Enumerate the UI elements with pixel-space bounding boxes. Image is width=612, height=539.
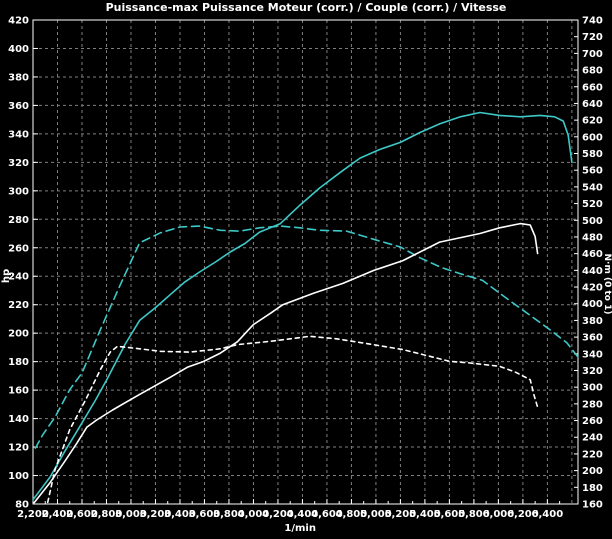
y-right-tick-label: 720	[582, 32, 603, 43]
curve-couple-corr-run2	[34, 225, 579, 449]
x-tick-label: 3,600	[189, 509, 221, 520]
gridlines	[33, 20, 578, 504]
x-tick-label: 2,600	[66, 509, 98, 520]
y-right-ticks	[574, 19, 578, 505]
x-tick-label: 4,800	[336, 509, 368, 520]
x-tick-label: 4,200	[262, 509, 294, 520]
y-left-tick-label: 300	[8, 186, 29, 197]
series-puissance-moteur-corr-run1	[33, 222, 539, 504]
y-right-tick-label: 460	[582, 249, 603, 260]
y-left-tick-label: 340	[8, 129, 29, 140]
series-couple-corr-run2	[34, 225, 579, 449]
x-tick-label: 2,200	[17, 509, 49, 520]
y-right-tick-label: 700	[582, 49, 603, 60]
y-right-tick-label: 220	[582, 449, 603, 460]
y-left-tick-label: 400	[8, 44, 29, 55]
x-tick-label: 6,200	[507, 509, 539, 520]
y-right-tick-label: 560	[582, 166, 603, 177]
y-right-tick-label: 280	[582, 399, 603, 410]
x-tick-label: 6,400	[532, 509, 564, 520]
y-right-tick-label: 260	[582, 416, 603, 427]
y-right-tick-label: 600	[582, 132, 603, 143]
x-tick-label: 5,000	[360, 509, 392, 520]
y-left-tick-label: 100	[8, 471, 29, 482]
y-left-ticks	[33, 19, 38, 505]
y-right-tick-label: 160	[582, 500, 603, 511]
plot-frame	[32, 19, 579, 505]
y-left-tick-label: 280	[8, 215, 29, 226]
y-left-tick-label: 360	[8, 101, 29, 112]
x-tick-label: 5,600	[434, 509, 466, 520]
x-tick-label: 6,000	[483, 509, 515, 520]
curve-puissance-moteur-corr-run1	[33, 222, 539, 504]
x-tick-label: 3,400	[164, 509, 196, 520]
x-tick-label: 4,400	[287, 509, 319, 520]
y-right-tick-label: 480	[582, 232, 603, 243]
x-tick-label: 4,600	[311, 509, 343, 520]
x-tick-label: 3,000	[115, 509, 147, 520]
y-right-tick-label: 640	[582, 99, 603, 110]
series-puissance-moteur-corr-run2	[32, 111, 573, 501]
y-left-axis-title: hp	[1, 269, 12, 283]
y-right-tick-label: 420	[582, 283, 603, 294]
y-right-tick-label: 740	[582, 16, 603, 27]
y-left-tick-label: 380	[8, 72, 29, 83]
x-tick-label: 5,200	[385, 509, 417, 520]
y-right-tick-label: 200	[582, 466, 603, 477]
y-right-tick-label: 440	[582, 266, 603, 277]
y-left-tick-label: 220	[8, 300, 29, 311]
y-left-tick-label: 420	[8, 16, 29, 27]
y-right-tick-label: 660	[582, 82, 603, 93]
x-tick-labels: 2,2002,4002,6002,8003,0003,2003,4003,600…	[17, 509, 563, 520]
y-right-tick-label: 680	[582, 66, 603, 77]
x-tick-label: 5,800	[458, 509, 490, 520]
y-right-tick-label: 400	[582, 299, 603, 310]
y-left-tick-label: 160	[8, 386, 29, 397]
y-right-tick-label: 320	[582, 366, 603, 377]
y-left-tick-label: 140	[8, 414, 29, 425]
y-left-tick-label: 80	[15, 500, 29, 511]
y-right-tick-label: 380	[582, 316, 603, 327]
x-axis-ticks	[32, 499, 561, 504]
y-left-labels: 80 100 120 140 160 180 200 220 240 260 280 300 320 34…	[8, 16, 29, 511]
y-right-tick-label: 340	[582, 349, 603, 360]
y-right-tick-label: 620	[582, 116, 603, 127]
y-right-tick-label: 300	[582, 383, 603, 394]
curve-puissance-moteur-corr-run2	[32, 111, 573, 501]
y-left-tick-label: 180	[8, 357, 29, 368]
y-right-tick-label: 580	[582, 149, 603, 160]
y-left-tick-label: 120	[8, 443, 29, 454]
y-right-tick-label: 180	[582, 483, 603, 494]
curve-couple-corr-run1	[46, 335, 539, 504]
y-left-tick-label: 200	[8, 329, 29, 340]
y-left-tick-label: 260	[8, 243, 29, 254]
y-left-tick-label: 240	[8, 272, 29, 283]
x-tick-label: 3,200	[140, 509, 172, 520]
x-tick-label: 3,800	[213, 509, 245, 520]
y-right-tick-label: 240	[582, 433, 603, 444]
y-right-labels: 160 180 200 220 240 260 280 300 320 340 360 380 400 4…	[582, 16, 603, 511]
x-tick-label: 5,400	[409, 509, 441, 520]
y-right-tick-label: 360	[582, 333, 603, 344]
x-tick-label: 4,000	[238, 509, 270, 520]
x-tick-label: 2,400	[42, 509, 74, 520]
series-couple-corr-run1	[46, 335, 539, 504]
y-right-tick-label: 500	[582, 216, 603, 227]
y-right-tick-label: 520	[582, 199, 603, 210]
axis-titles: 1/min hp N·m (0 to 1)	[1, 254, 612, 534]
y-right-axis-title: N·m (0 to 1)	[602, 254, 612, 315]
y-right-tick-label: 540	[582, 182, 603, 193]
x-axis-title: 1/min	[284, 523, 316, 534]
y-left-tick-label: 320	[8, 158, 29, 169]
x-tick-label: 2,800	[91, 509, 123, 520]
chart-title: Puissance-max Puissance Moteur (corr.) /…	[105, 1, 507, 14]
